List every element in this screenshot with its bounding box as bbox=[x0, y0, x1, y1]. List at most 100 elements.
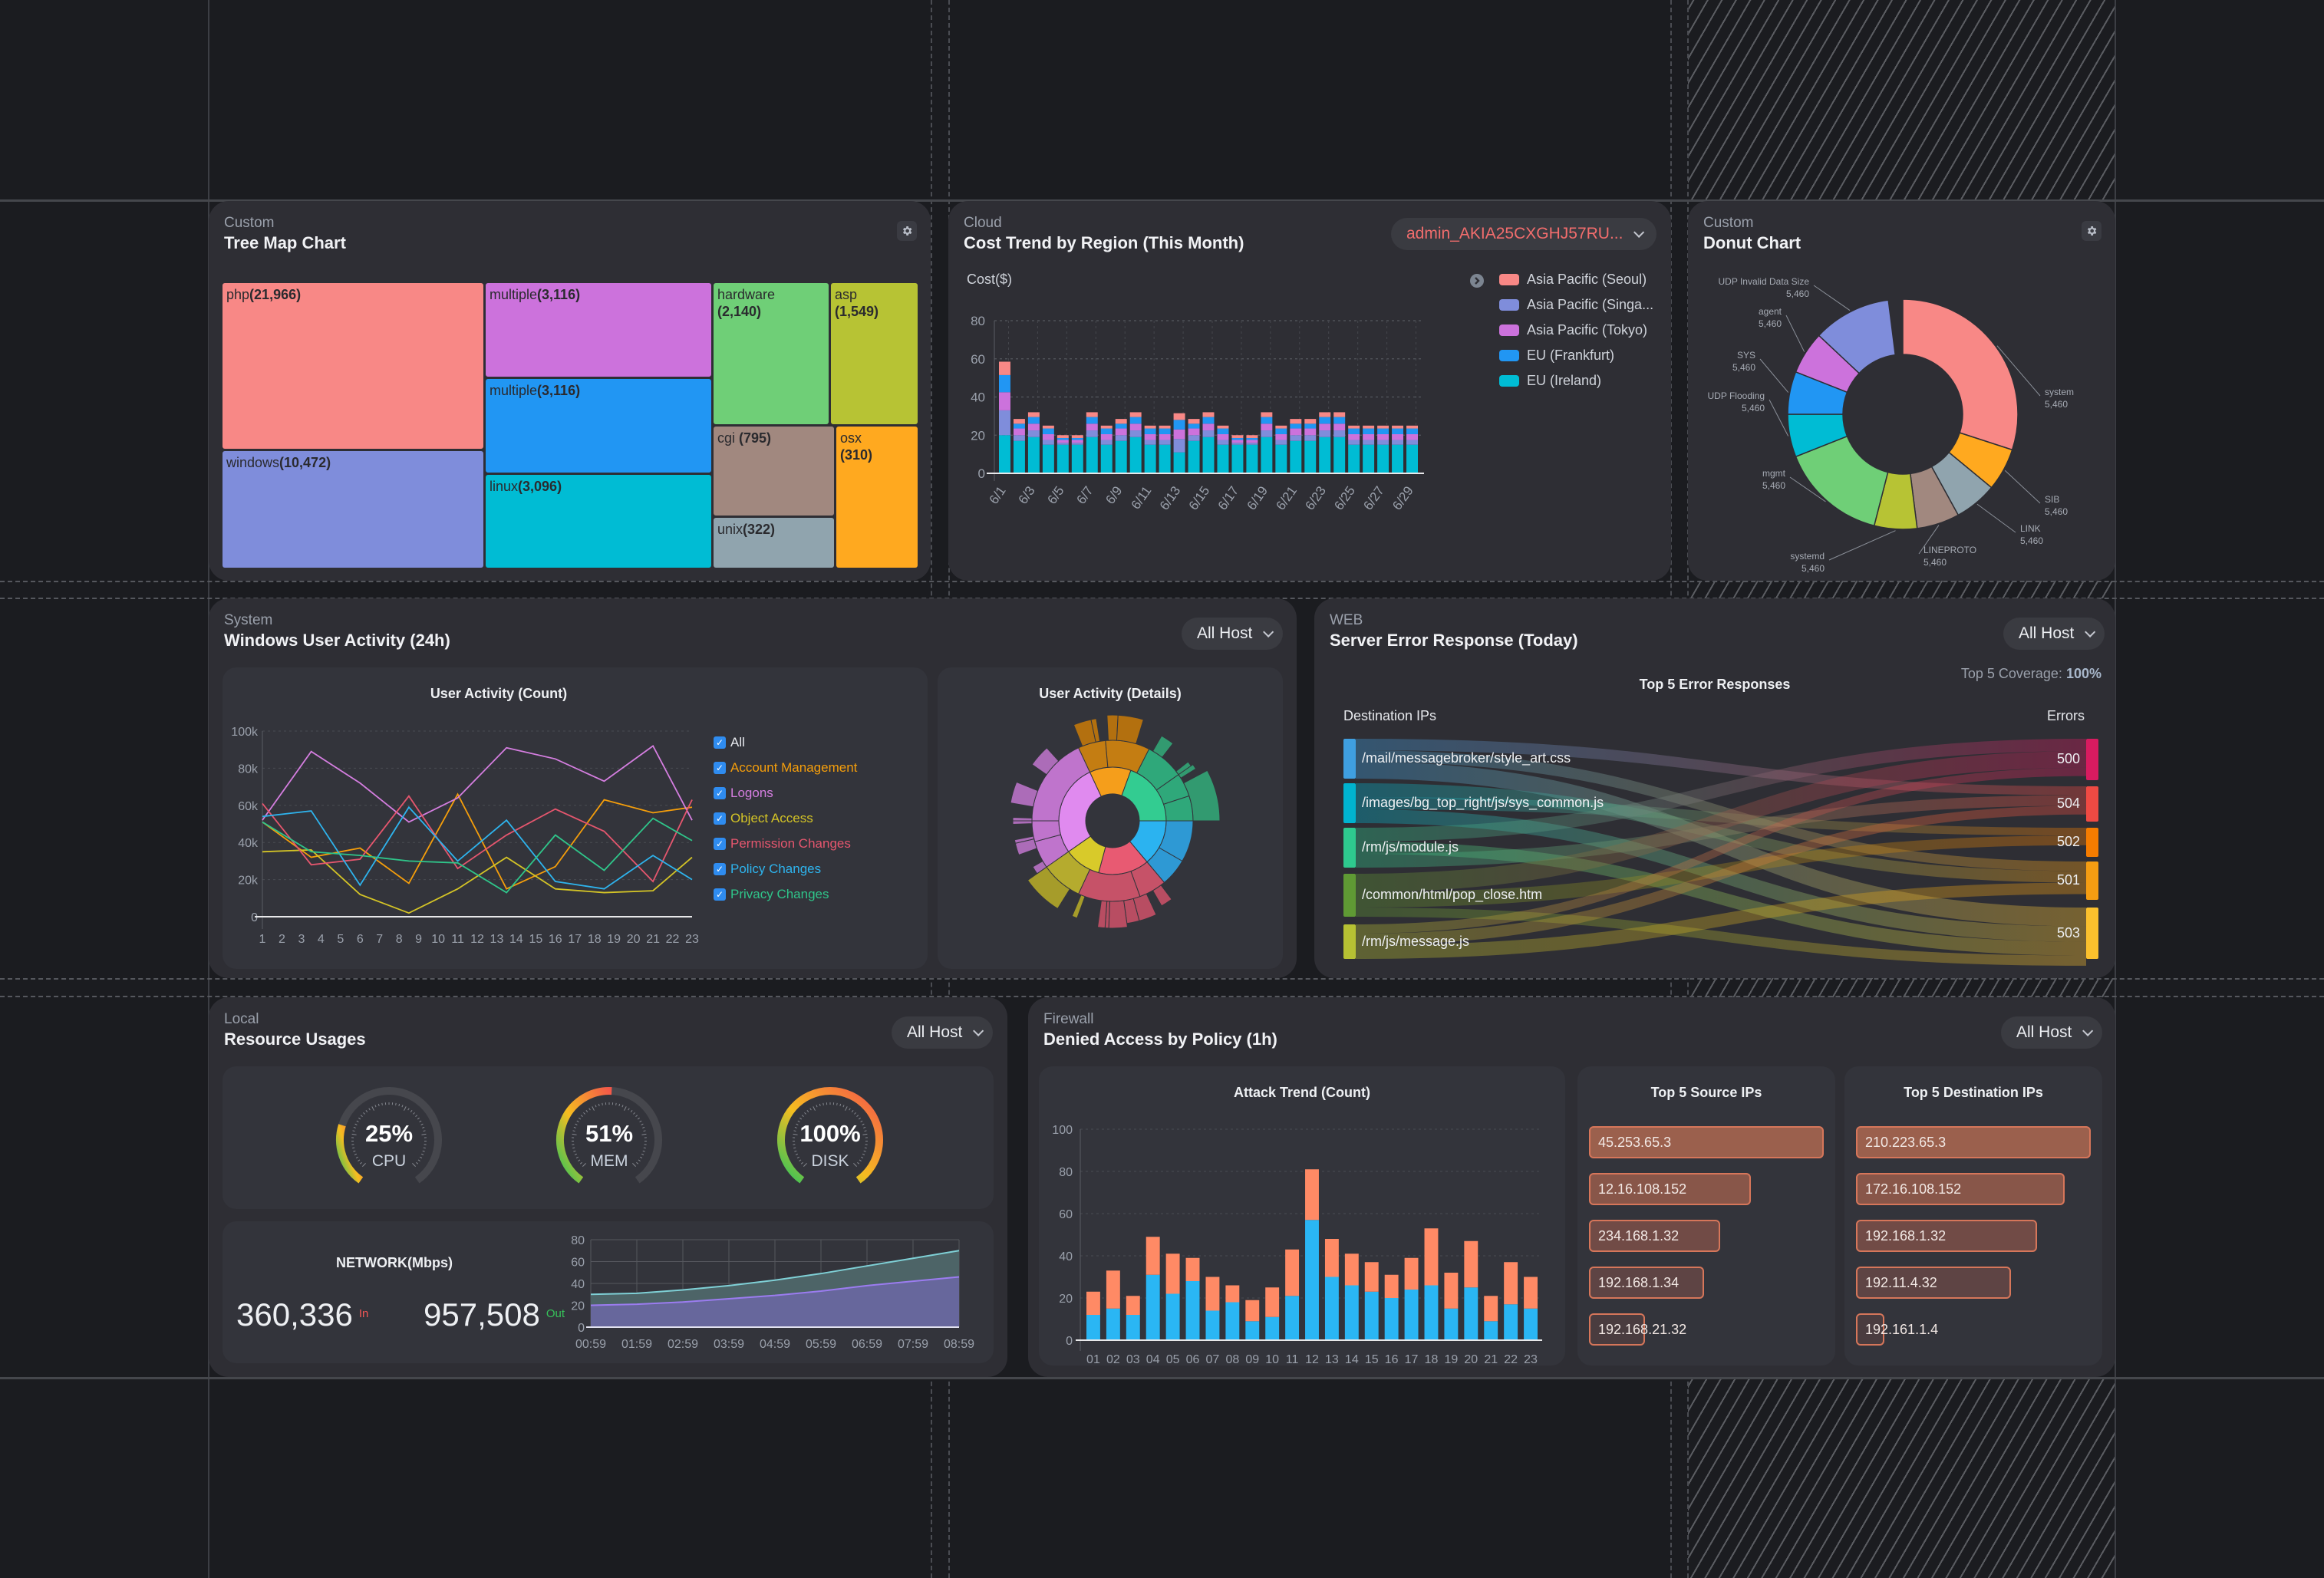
svg-text:19: 19 bbox=[1444, 1353, 1458, 1366]
bar-segment bbox=[1304, 419, 1317, 424]
bar-segment bbox=[1392, 440, 1404, 445]
settings-button[interactable] bbox=[897, 221, 917, 241]
treemap-cell[interactable]: multiple(3,116) bbox=[486, 379, 711, 473]
ip-bar[interactable]: 192.168.21.32 bbox=[1589, 1313, 1686, 1346]
legend-toggle-icon[interactable] bbox=[1470, 274, 1484, 288]
treemap-cell[interactable]: unix(322) bbox=[714, 518, 834, 568]
legend-item[interactable]: Asia Pacific (Seoul) bbox=[1499, 272, 1647, 288]
chevron-down-icon bbox=[973, 1025, 984, 1036]
ip-bar[interactable]: 45.253.65.3 bbox=[1589, 1126, 1824, 1158]
panel-title: Tree Map Chart bbox=[224, 233, 346, 252]
ip-label: 234.168.1.32 bbox=[1598, 1227, 1680, 1244]
sankey-target-label[interactable]: 502 bbox=[2056, 834, 2080, 849]
sankey-source-label[interactable]: /images/bg_top_right/js/sys_common.js bbox=[1362, 795, 1604, 810]
bar-segment bbox=[1071, 435, 1083, 438]
ip-bar[interactable]: 172.16.108.152 bbox=[1856, 1173, 2065, 1205]
svg-text:00:59: 00:59 bbox=[575, 1338, 606, 1351]
host-select[interactable]: All Host bbox=[2003, 618, 2105, 650]
bar-segment bbox=[1392, 425, 1404, 429]
guide-line bbox=[2115, 0, 2116, 1578]
checkbox-checked-icon[interactable]: ✓ bbox=[714, 838, 726, 850]
bar-segment bbox=[1126, 1315, 1140, 1340]
svg-text:04: 04 bbox=[1146, 1353, 1160, 1366]
bar-segment bbox=[1319, 423, 1331, 431]
sankey-target-label[interactable]: 504 bbox=[2056, 796, 2080, 811]
ip-label: 210.223.65.3 bbox=[1865, 1134, 1947, 1150]
legend-item[interactable]: Asia Pacific (Tokyo) bbox=[1499, 322, 1647, 338]
host-select[interactable]: All Host bbox=[1182, 618, 1284, 650]
settings-button[interactable] bbox=[2082, 221, 2101, 241]
treemap-cell[interactable]: linux(3,096) bbox=[486, 475, 711, 568]
ip-bar[interactable]: 234.168.1.32 bbox=[1589, 1220, 1721, 1252]
bar-segment bbox=[1319, 412, 1331, 417]
treemap-cell[interactable]: multiple(3,116) bbox=[486, 283, 711, 377]
treemap-cell[interactable]: asp (1,549) bbox=[831, 283, 918, 424]
legend-checkbox-item[interactable]: ✓ Privacy Changes bbox=[714, 887, 829, 902]
host-select[interactable]: All Host bbox=[892, 1016, 994, 1049]
checkbox-checked-icon[interactable]: ✓ bbox=[714, 787, 726, 799]
svg-text:6/1: 6/1 bbox=[987, 483, 1009, 506]
sunburst-segment bbox=[1108, 900, 1129, 929]
sankey-target-label[interactable]: 500 bbox=[2056, 751, 2080, 766]
gauge-value: 100% bbox=[799, 1120, 861, 1147]
svg-text:6/11: 6/11 bbox=[1129, 483, 1155, 512]
svg-text:6/25: 6/25 bbox=[1331, 483, 1358, 512]
checkbox-checked-icon[interactable]: ✓ bbox=[714, 762, 726, 774]
legend-item[interactable]: EU (Ireland) bbox=[1499, 373, 1601, 389]
bar-segment bbox=[1406, 444, 1418, 473]
legend-checkbox-item[interactable]: ✓ Account Management bbox=[714, 760, 857, 776]
treemap-cell[interactable]: cgi (795) bbox=[714, 427, 834, 516]
gauge-value-arc bbox=[336, 1124, 364, 1184]
ip-bar[interactable]: 192.168.1.34 bbox=[1589, 1267, 1704, 1299]
chart-title: Top 5 Source IPs bbox=[1650, 1085, 1762, 1100]
dest-ips-card: Top 5 Destination IPs 210.223.65.3 172.16… bbox=[1844, 1066, 2102, 1366]
legend-checkbox-item[interactable]: ✓ Policy Changes bbox=[714, 861, 821, 877]
ip-bar[interactable]: 12.16.108.152 bbox=[1589, 1173, 1752, 1205]
bar-segment bbox=[1100, 434, 1113, 440]
svg-text:40: 40 bbox=[971, 390, 985, 405]
bar-segment bbox=[1348, 428, 1360, 435]
bar-segment bbox=[1027, 417, 1040, 424]
sankey-target-label[interactable]: 503 bbox=[2056, 924, 2080, 941]
bar-segment bbox=[1261, 430, 1273, 437]
legend-checkbox-item[interactable]: ✓ Logons bbox=[714, 786, 773, 801]
legend-checkbox-item[interactable]: ✓ Permission Changes bbox=[714, 836, 851, 852]
checkbox-checked-icon[interactable]: ✓ bbox=[714, 863, 726, 875]
checkbox-checked-icon[interactable]: ✓ bbox=[714, 736, 726, 749]
bar-segment bbox=[1231, 443, 1244, 445]
account-select[interactable]: admin_AKIA25CXGHJ57RU... bbox=[1391, 218, 1656, 250]
treemap-cell[interactable]: php(21,966) bbox=[223, 283, 483, 449]
checkbox-checked-icon[interactable]: ✓ bbox=[714, 812, 726, 825]
sunburst-segment bbox=[1106, 714, 1119, 741]
legend-checkbox-item[interactable]: ✓ Object Access bbox=[714, 811, 813, 826]
bar-segment bbox=[1275, 444, 1287, 473]
svg-text:60: 60 bbox=[971, 352, 985, 367]
svg-text:11: 11 bbox=[451, 933, 464, 946]
legend-item[interactable]: EU (Frankfurt) bbox=[1499, 348, 1614, 364]
legend-item[interactable]: Asia Pacific (Singa... bbox=[1499, 297, 1653, 313]
svg-text:21: 21 bbox=[1484, 1353, 1498, 1366]
sankey-source-label[interactable]: /common/html/pop_close.htm bbox=[1362, 887, 1543, 902]
line-series bbox=[262, 792, 693, 890]
ip-label: 192.168.21.32 bbox=[1598, 1321, 1687, 1337]
bar-segment bbox=[1144, 444, 1156, 473]
checkbox-checked-icon[interactable]: ✓ bbox=[714, 888, 726, 901]
sankey-source-label[interactable]: /mail/messagebroker/style_art.css bbox=[1362, 750, 1571, 766]
ip-bar[interactable]: 210.223.65.3 bbox=[1856, 1126, 2091, 1158]
sankey-target-label[interactable]: 501 bbox=[2056, 872, 2080, 888]
treemap-cell[interactable]: hardware (2,140) bbox=[714, 283, 829, 424]
svg-text:2: 2 bbox=[279, 933, 285, 946]
ip-bar[interactable]: 192.161.1.4 bbox=[1856, 1313, 1938, 1346]
sankey-source-label[interactable]: /rm/js/module.js bbox=[1362, 839, 1459, 855]
host-select[interactable]: All Host bbox=[2001, 1016, 2103, 1049]
treemap-cell[interactable]: windows(10,472) bbox=[223, 451, 483, 568]
sankey-source-label[interactable]: /rm/js/message.js bbox=[1362, 933, 1470, 949]
bar-segment bbox=[1115, 435, 1127, 441]
ip-bar[interactable]: 192.168.1.32 bbox=[1856, 1220, 2037, 1252]
ip-bar[interactable]: 192.11.4.32 bbox=[1856, 1267, 2011, 1299]
legend-checkbox-item[interactable]: ✓ All bbox=[714, 735, 745, 750]
windows-activity-panel: System Windows User Activity (24h) All H… bbox=[209, 598, 1297, 978]
svg-text:15: 15 bbox=[529, 933, 542, 946]
treemap-cell[interactable]: osx (310) bbox=[836, 427, 918, 568]
bar-segment bbox=[1290, 440, 1302, 473]
